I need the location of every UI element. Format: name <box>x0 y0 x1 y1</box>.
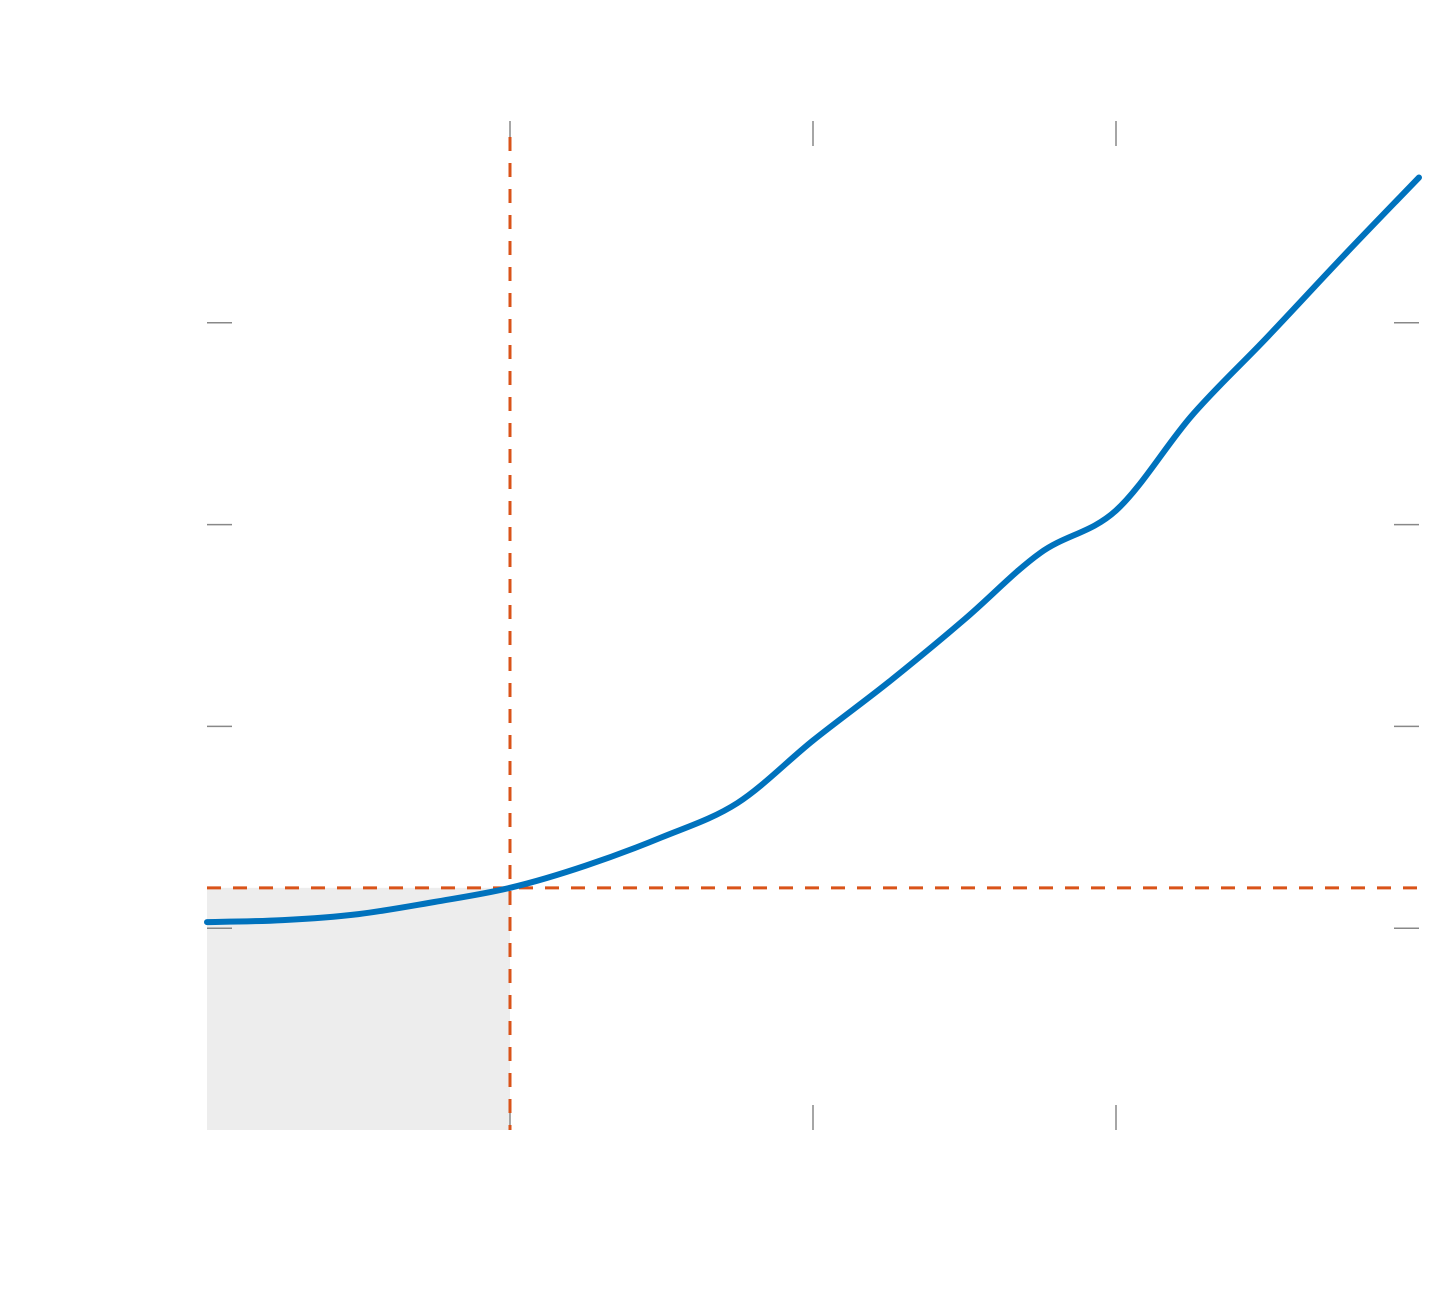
series-layer <box>204 174 1422 926</box>
reference-lines-layer <box>207 137 1423 1130</box>
series-line-0 <box>204 174 1422 926</box>
shaded-region-layer <box>207 887 510 1130</box>
axis-ticks-layer <box>207 121 1419 1130</box>
shaded-region <box>207 887 510 1130</box>
